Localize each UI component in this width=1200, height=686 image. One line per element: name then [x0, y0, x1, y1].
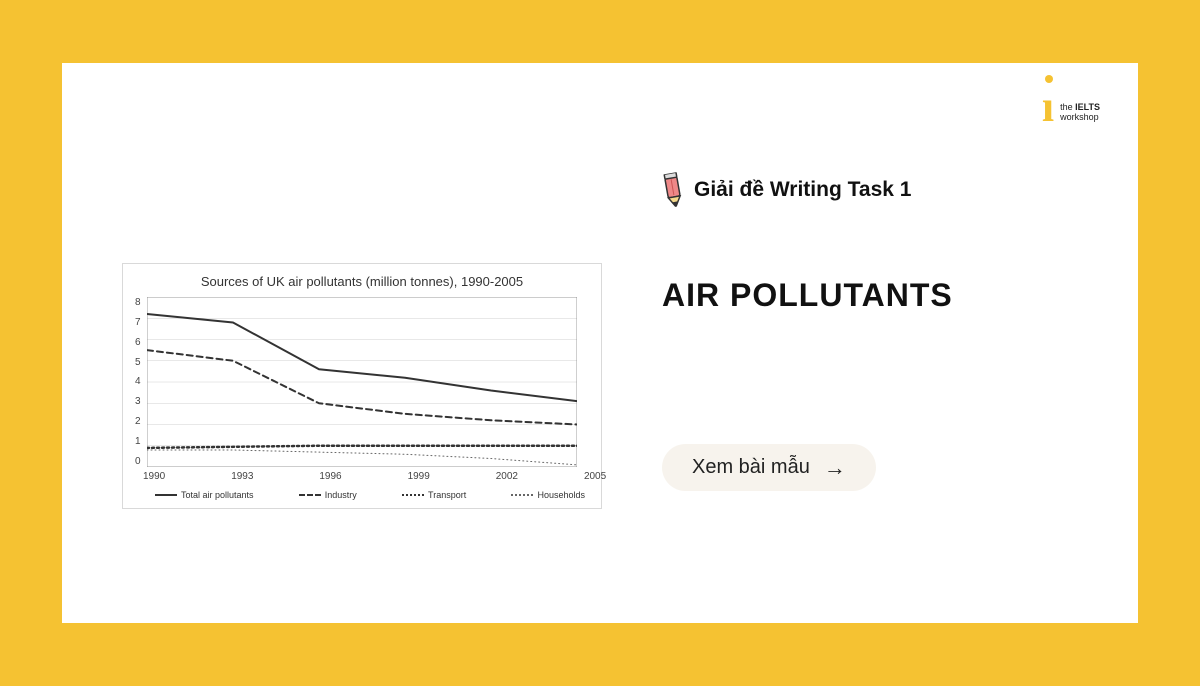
chart-plot-area [147, 297, 589, 467]
x-tick-label: 1996 [319, 471, 320, 482]
x-tick-label: 2005 [584, 471, 585, 482]
x-tick-label: 1999 [408, 471, 409, 482]
content-card: ı the IELTS workshop Sources of UK air p… [62, 63, 1138, 623]
chart-title: Sources of UK air pollutants (million to… [135, 274, 589, 291]
legend-label: Industry [325, 490, 357, 500]
chart-column: Sources of UK air pollutants (million to… [122, 263, 602, 509]
legend-item: Total air pollutants [155, 490, 254, 500]
arrow-right-icon: → [824, 457, 846, 479]
y-tick-label: 4 [135, 376, 141, 387]
x-tick-label: 1993 [231, 471, 232, 482]
subtitle-row: Giải đề Writing Task 1 [662, 173, 1108, 207]
subtitle-text: Giải đề Writing Task 1 [694, 178, 911, 202]
chart-svg [147, 297, 577, 467]
y-tick-label: 7 [135, 317, 141, 328]
text-column: Giải đề Writing Task 1 AIR POLLUTANTS Xe… [662, 163, 1108, 491]
y-tick-label: 2 [135, 416, 141, 427]
legend-swatch [299, 494, 321, 496]
chart-legend: Total air pollutants Industry Transport Hou… [155, 490, 585, 500]
content-row: Sources of UK air pollutants (million to… [62, 163, 1138, 509]
brand-logo: ı the IELTS workshop [1042, 87, 1100, 127]
view-sample-button[interactable]: Xem bài mẫu → [662, 444, 876, 491]
logo-line2: workshop [1060, 113, 1100, 123]
y-tick-label: 1 [135, 436, 141, 447]
legend-swatch [511, 494, 533, 496]
logo-text: the IELTS workshop [1060, 103, 1100, 123]
legend-label: Households [537, 490, 585, 500]
legend-item: Transport [402, 490, 466, 500]
logo-line1-light: the [1060, 102, 1073, 112]
legend-label: Total air pollutants [181, 490, 254, 500]
y-tick-label: 8 [135, 297, 141, 308]
logo-line1-bold: IELTS [1075, 102, 1100, 112]
cta-label: Xem bài mẫu [692, 456, 810, 479]
y-tick-label: 6 [135, 337, 141, 348]
page-title: AIR POLLUTANTS [662, 277, 1108, 314]
legend-swatch [402, 494, 424, 496]
pencil-icon [659, 171, 687, 208]
y-tick-label: 3 [135, 396, 141, 407]
y-tick-label: 5 [135, 357, 141, 368]
chart-x-axis: 199019931996199920022005 [155, 467, 585, 484]
logo-mark: ı [1042, 87, 1054, 127]
legend-swatch [155, 494, 177, 496]
legend-label: Transport [428, 490, 466, 500]
legend-item: Households [511, 490, 585, 500]
y-tick-label: 0 [135, 456, 141, 467]
x-tick-label: 2002 [496, 471, 497, 482]
chart-y-axis: 0 1 2 3 4 5 6 7 8 [135, 297, 147, 467]
line-chart: Sources of UK air pollutants (million to… [122, 263, 602, 509]
legend-item: Industry [299, 490, 357, 500]
x-tick-label: 1990 [143, 471, 144, 482]
